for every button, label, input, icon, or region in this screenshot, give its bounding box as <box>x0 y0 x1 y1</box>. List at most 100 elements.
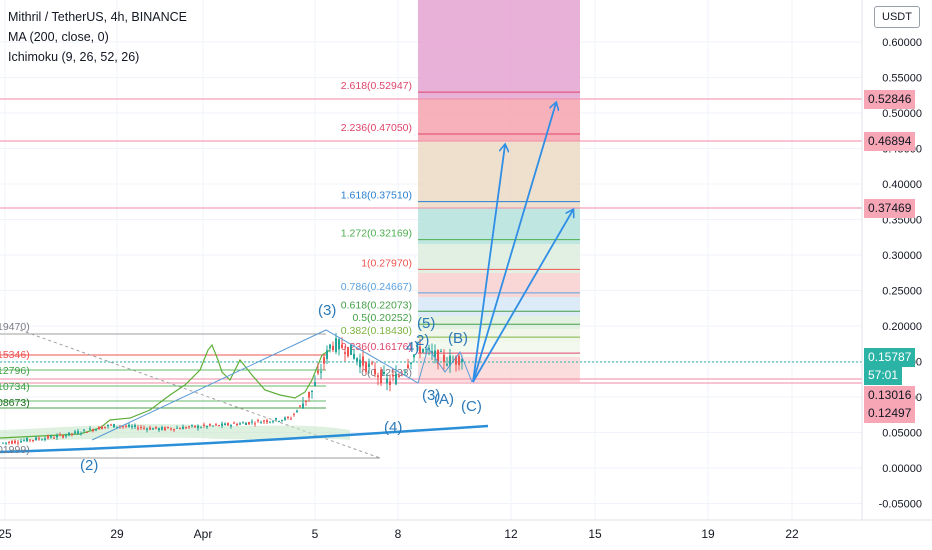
ichimoku-cloud <box>0 424 350 441</box>
candle-body <box>107 425 109 427</box>
candle-body <box>5 442 7 444</box>
time-tick-label: 15 <box>588 527 602 541</box>
fib-zone-top <box>418 0 580 99</box>
candle-body <box>212 425 214 427</box>
wave-label: 2) <box>416 332 429 349</box>
left-fib-label: 10734) <box>0 381 30 393</box>
candle-body <box>197 425 199 429</box>
candle-body <box>323 357 325 364</box>
candle-body <box>188 426 190 428</box>
candle-body <box>446 363 448 366</box>
candle-body <box>311 390 313 392</box>
left-fib-label: 12796) <box>0 365 30 377</box>
price-tick-label: 0.20000 <box>882 321 922 333</box>
projection-arrows <box>472 103 573 383</box>
fib-label: 0.236(0.16176) <box>341 341 412 353</box>
candle-body <box>170 428 172 430</box>
candle-body <box>290 418 292 420</box>
price-tick-label: 0.60000 <box>882 37 922 49</box>
candle-body <box>329 344 331 349</box>
candle-body <box>233 422 235 424</box>
candle-body <box>377 375 379 378</box>
candle-body <box>278 421 280 423</box>
candle-body <box>326 350 328 360</box>
candle-body <box>74 431 76 434</box>
candle-body <box>44 438 46 440</box>
fib-label: 1.272(0.32169) <box>341 228 412 240</box>
candle-body <box>137 427 139 430</box>
candle-body <box>461 359 463 362</box>
candle-body <box>410 362 412 365</box>
horizontal-price-lines <box>0 98 862 384</box>
candle-body <box>449 355 451 367</box>
candle-body <box>53 437 55 439</box>
candle-body <box>371 362 373 364</box>
time-tick-label: Apr <box>194 527 213 541</box>
candle-body <box>239 423 241 425</box>
time-tick-label: 29 <box>110 527 124 541</box>
candle-body <box>383 371 385 375</box>
fib-zone-1618-1272 <box>418 208 580 244</box>
ma-indicator-label[interactable]: MA (200, close, 0) <box>8 30 109 44</box>
fib-label: 1(0.27970) <box>361 257 412 269</box>
candle-countdown: 57:01 <box>864 366 903 385</box>
candle-body <box>317 370 319 374</box>
ichimoku-indicator-label[interactable]: Ichimoku (9, 26, 52, 26) <box>8 50 140 64</box>
candle-body <box>191 425 193 427</box>
candle-body <box>299 405 301 407</box>
candle-body <box>95 429 97 431</box>
candle-body <box>281 419 283 421</box>
candle-body <box>29 439 31 441</box>
candle-body <box>149 427 151 430</box>
candle-body <box>215 424 217 426</box>
ichimoku-lagging-span <box>0 343 331 439</box>
candle-body <box>173 428 175 431</box>
candle-body <box>134 425 136 427</box>
candle-body <box>365 362 367 372</box>
candle-body <box>335 338 337 352</box>
fib-zone-1272-1 <box>418 244 580 273</box>
candle-body <box>230 425 232 427</box>
candle-body <box>179 428 181 430</box>
candle-body <box>35 437 37 441</box>
candle-body <box>284 417 286 420</box>
candle-body <box>218 425 220 427</box>
ma-200-line <box>0 424 489 454</box>
candle-body <box>338 339 340 350</box>
candle-body <box>224 423 226 426</box>
candle-body <box>341 344 343 348</box>
candle-body <box>350 344 352 355</box>
candle-body <box>398 376 400 378</box>
price-tick-label: -0.05000 <box>879 499 922 511</box>
currency-button[interactable]: USDT <box>874 6 920 28</box>
wave-label: (3) <box>318 302 336 319</box>
candle-body <box>56 435 58 438</box>
price-candles <box>2 332 463 446</box>
candle-body <box>386 378 388 384</box>
candle-body <box>395 373 397 385</box>
candle-body <box>113 423 115 428</box>
candle-body <box>62 435 64 438</box>
candle-body <box>392 375 394 377</box>
candle-body <box>167 426 169 429</box>
symbol-title: Mithril / TetherUS, 4h, BINANCE <box>8 10 187 24</box>
candle-body <box>83 429 85 431</box>
projection-arrow-3 <box>472 210 573 383</box>
candle-body <box>146 428 148 430</box>
candle-body <box>17 442 19 444</box>
candle-body <box>101 426 103 430</box>
time-axis[interactable]: 25 29 Apr 5 8 12 15 19 22 <box>0 527 799 541</box>
fib-zone-0618-05 <box>418 316 580 329</box>
wave-label: (A) <box>434 391 454 408</box>
candle-body <box>164 427 166 431</box>
price-tick-label: 0.00000 <box>882 463 922 475</box>
current-price-tag: 0.15787 <box>864 348 916 367</box>
candle-body <box>248 422 250 425</box>
fib-label: 0.382(0.18430) <box>341 325 412 337</box>
candle-body <box>143 427 145 429</box>
candle-body <box>26 438 28 442</box>
candle-body <box>440 351 442 353</box>
price-axis-background <box>862 0 932 520</box>
candle-body <box>38 438 40 440</box>
